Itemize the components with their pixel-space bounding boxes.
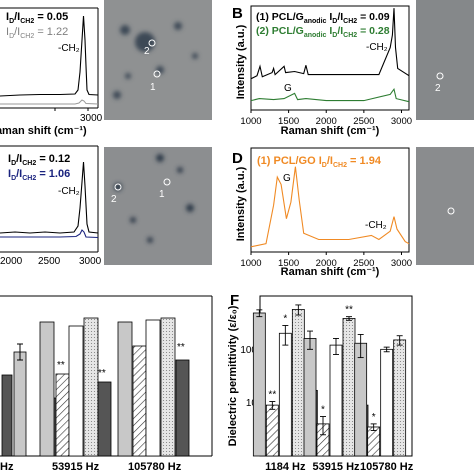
panel-c-spectrum-black [0, 161, 99, 234]
panel-b-letter: B [232, 5, 243, 22]
panel-a-spot-1: 1 [150, 82, 156, 93]
panel-f-bar-1-2 [265, 404, 279, 457]
panel-f-ytick-10: 10 [246, 398, 258, 409]
panel-f-bar-3-2 [367, 426, 381, 457]
panel-b-plot-area [250, 8, 410, 103]
panel-f-ylabel: Dielectric permittivity (ε/ε₀) [227, 305, 239, 446]
panel-c-xtick-2500: 2500 [38, 256, 61, 267]
panel-d-ylabel: Intensity (a.u.) [235, 166, 247, 241]
panel-f-letter: F [230, 292, 239, 309]
panel-c-micrograph: 2 1 [104, 147, 212, 265]
panel-d-xlabel: Raman shift (cm⁻¹) [281, 266, 380, 278]
panel-a-legend-2: ID/ICH2 = 1.22 [6, 26, 68, 40]
panel-c-spot-1: 1 [159, 189, 165, 200]
panel-b-xaxis: 1000 1500 2000 2500 3000 [240, 110, 412, 127]
panel-f-xaxis: 1184 Hz 53915 Hz 105780 Hz [265, 461, 414, 473]
panel-d-letter: D [232, 150, 243, 167]
panel-a-xtick-3000: 3000 [80, 113, 103, 124]
panel-f-bar-1-3 [278, 332, 292, 457]
panel-f-bar-3-4 [393, 339, 407, 457]
panel-c-legend-1: ID/ICH2 = 0.12 [8, 153, 70, 167]
panel-b-xtick-1500: 1500 [278, 116, 299, 127]
panel-f-bar-3-1 [354, 342, 368, 457]
panel-a-spectrum-black [0, 15, 99, 97]
panel-b-spot-2: 2 [435, 83, 441, 94]
panel-b-xlabel: Raman shift (cm⁻¹) [281, 125, 380, 137]
panel-e-mark-1: ** [57, 360, 65, 371]
panel-d-xtick-2000: 2000 [316, 258, 337, 269]
panel-c-spot-2: 2 [111, 194, 117, 205]
panel-a-spectrum-grey [0, 99, 99, 105]
panel-b-series-1 [250, 8, 410, 80]
panel-b-xtick-2000: 2000 [316, 116, 337, 127]
panel-f-sig-2-2: * [321, 405, 325, 416]
panel-d-micrograph [416, 147, 474, 265]
panel-a-micrograph: 2 1 [104, 0, 212, 120]
panel-a-spot-2: 2 [144, 46, 150, 57]
panel-d-series-1 [250, 166, 410, 248]
panel-b-ylabel: Intensity (a.u.) [235, 24, 247, 99]
panel-f-bars: ********** [252, 304, 407, 457]
panel-d-plot-area [250, 166, 410, 248]
panel-b-legend-1: (1) PCL/Ganodic ID/ICH2 = 0.09 [256, 11, 390, 25]
panel-a-peak-label: -CH₂ [58, 43, 80, 54]
panel-f-sig-1-3: * [283, 313, 287, 324]
panel-b-legend: (1) PCL/Ganodic ID/ICH2 = 0.09(2) PCL/Ga… [256, 11, 390, 39]
panel-e: ** ** ** Hz 53915 Hz 105780 Hz [0, 295, 213, 473]
panel-d-xtick-1000: 1000 [240, 258, 261, 269]
panel-c-xtick-3000: 3000 [79, 256, 102, 267]
panel-e-xtick-3: 105780 Hz [128, 461, 182, 473]
panel-d: D Intensity (a.u.) (1) PCL/GO ID/ICH2 = … [232, 147, 412, 278]
panel-b-micrograph: 2 [416, 0, 474, 120]
panel-f-sig-3-2: * [372, 412, 376, 423]
panel-f-bar-1-1 [252, 312, 266, 457]
panel-b-series-2 [250, 87, 410, 103]
panel-f-sig-1-2: ** [268, 390, 276, 401]
panel-b-xtick-3000: 3000 [391, 116, 412, 127]
panel-b-g-label: G [284, 83, 292, 94]
panel-c-spectrum-blue [0, 229, 99, 239]
panel-f-bar-2-4 [342, 318, 356, 457]
panel-e-xtick-2: 53915 Hz [52, 461, 100, 473]
panel-f-xtick-3: 105780 Hz [360, 461, 414, 473]
panel-d-xtick-3000: 3000 [391, 258, 412, 269]
panel-d-g-label: G [283, 173, 291, 184]
panel-d-legend: (1) PCL/GO ID/ICH2 = 1.94 [257, 155, 382, 169]
panel-b: B Intensity (a.u.) (1) PCL/Ganodic ID/IC… [232, 5, 412, 137]
panel-f-sig-2-4: ** [345, 305, 353, 316]
panel-d-xtick-2500: 2500 [353, 258, 374, 269]
panel-a-xlabel: Raman shift (cm⁻¹) [0, 125, 87, 137]
panel-b-legend-2: (2) PCL/Ganodic ID/ICH2 = 0.28 [256, 25, 390, 39]
panel-d-xtick-1500: 1500 [278, 258, 299, 269]
panel-f-bar-2-3 [329, 344, 343, 457]
panel-c: ID/ICH2 = 0.12 ID/ICH2 = 1.06 -CH₂ 2000 … [0, 145, 102, 267]
panel-c-xtick-2000: 2000 [0, 256, 23, 267]
panel-f: F Dielectric permittivity (ε/ε₀) 10 100 *… [227, 292, 414, 473]
panel-a-legend-1: ID/ICH2 = 0.05 [6, 11, 68, 25]
panel-d-peak-label: -CH₂ [365, 220, 387, 231]
panel-c-legend-2: ID/ICH2 = 1.06 [8, 168, 70, 182]
panel-f-bar-1-4 [291, 309, 305, 457]
panel-f-bar-2-1 [303, 338, 317, 457]
panel-b-peak-label: -CH₂ [366, 42, 388, 53]
panel-f-xtick-1: 1184 Hz [265, 461, 306, 473]
panel-f-bar-3-3 [380, 348, 394, 457]
panel-e-mark-3: ** [177, 342, 185, 353]
panel-d-xaxis: 1000 1500 2000 2500 3000 [240, 252, 412, 269]
panel-b-xtick-2500: 2500 [353, 116, 374, 127]
panel-e-mark-2: ** [98, 368, 106, 379]
panel-b-xtick-1000: 1000 [240, 116, 261, 127]
panel-f-xtick-2: 53915 Hz [312, 461, 360, 473]
panel-f-ytick-100: 100 [240, 345, 257, 356]
panel-c-peak-label: -CH₂ [58, 186, 80, 197]
panel-e-xtick-1: Hz [0, 461, 14, 473]
panel-a: ID/ICH2 = 0.05 ID/ICH2 = 1.22 -CH₂ 3000 … [0, 7, 103, 137]
